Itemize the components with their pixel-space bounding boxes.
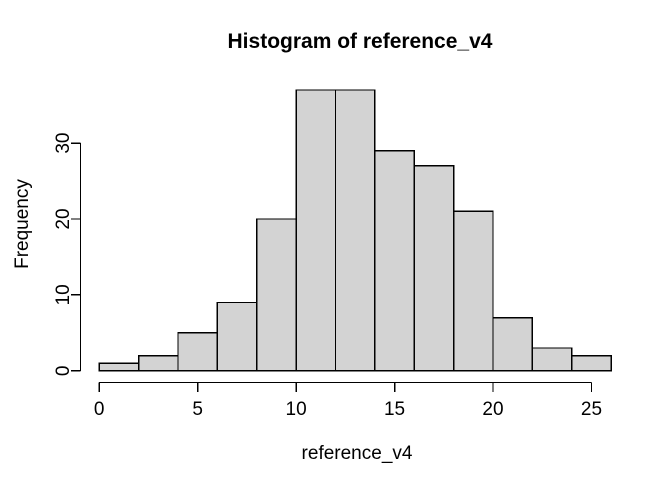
histogram-bar xyxy=(374,149,415,372)
x-axis: 0 5 10 15 20 25 xyxy=(94,381,602,420)
y-tick-label: 0 xyxy=(53,366,74,377)
histogram-bar xyxy=(413,165,455,372)
histogram-bar xyxy=(256,218,297,372)
x-tick-label: 15 xyxy=(384,399,405,420)
y-axis-label: Frequency xyxy=(12,179,33,269)
histogram-bar xyxy=(98,362,140,372)
bars-group xyxy=(98,89,612,372)
histogram-bar xyxy=(492,316,534,372)
histogram-bar xyxy=(531,347,573,372)
x-tick-label: 25 xyxy=(581,399,602,420)
x-axis-label: reference_v4 xyxy=(302,443,413,464)
y-axis: 0 10 20 30 xyxy=(53,133,82,377)
y-tick-label: 20 xyxy=(53,208,74,229)
x-tick-label: 10 xyxy=(286,399,307,420)
x-tick-label: 5 xyxy=(192,399,203,420)
histogram-bar xyxy=(571,354,612,372)
histogram-bar xyxy=(216,301,258,372)
histogram-bar xyxy=(137,354,179,372)
histogram-bar xyxy=(334,89,376,372)
histogram-bar xyxy=(452,210,494,372)
y-tick-label: 30 xyxy=(53,133,74,154)
x-tick-label: 20 xyxy=(482,399,503,420)
y-tick-label: 10 xyxy=(53,284,74,305)
x-tick-label: 0 xyxy=(94,399,105,420)
histogram-bar xyxy=(295,89,337,372)
chart-title: Histogram of reference_v4 xyxy=(228,30,493,53)
histogram-bar xyxy=(177,332,219,372)
